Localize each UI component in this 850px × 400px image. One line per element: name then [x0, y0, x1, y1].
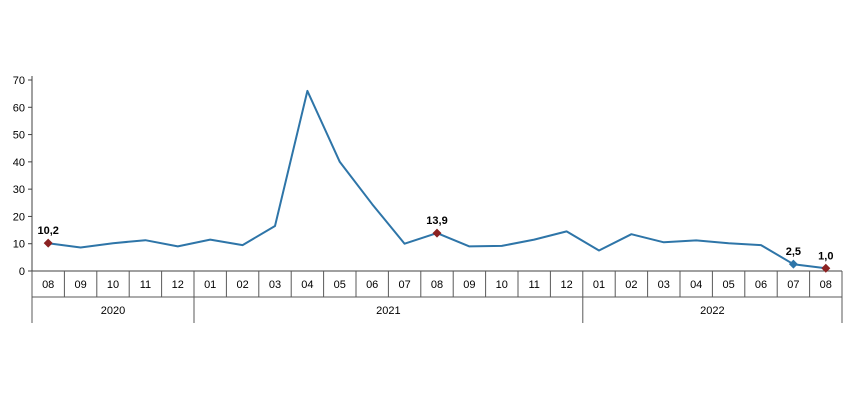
data-point-marker	[43, 238, 53, 248]
month-label: 03	[658, 279, 670, 291]
y-tick-label: 40	[13, 157, 25, 169]
data-point-label: 2,5	[786, 246, 801, 258]
month-label: 08	[820, 279, 832, 291]
month-label: 02	[236, 279, 248, 291]
month-label: 12	[560, 279, 572, 291]
month-label: 08	[42, 279, 54, 291]
month-label: 09	[463, 279, 475, 291]
month-label: 04	[301, 279, 313, 291]
y-tick-label: 10	[13, 239, 25, 251]
y-tick-label: 30	[13, 184, 25, 196]
month-label: 02	[625, 279, 637, 291]
month-label: 07	[787, 279, 799, 291]
month-label: 01	[593, 279, 605, 291]
year-label: 2020	[101, 305, 125, 317]
y-tick-label: 60	[13, 102, 25, 114]
month-label: 11	[140, 279, 151, 291]
month-label: 09	[74, 279, 86, 291]
y-tick-label: 50	[13, 130, 25, 142]
month-label: 11	[528, 279, 539, 291]
month-label: 04	[690, 279, 702, 291]
month-label: 06	[366, 279, 378, 291]
month-label: 10	[107, 279, 119, 291]
data-point-marker	[788, 259, 798, 269]
data-point-label: 10,2	[37, 225, 58, 237]
y-tick-label: 70	[13, 75, 25, 87]
month-label: 08	[431, 279, 443, 291]
month-label: 10	[496, 279, 508, 291]
month-label: 03	[269, 279, 281, 291]
month-label: 05	[722, 279, 734, 291]
month-label: 07	[398, 279, 410, 291]
y-tick-label: 20	[13, 211, 25, 223]
data-point-label: 13,9	[426, 215, 447, 227]
year-label: 2021	[376, 305, 400, 317]
month-label: 12	[172, 279, 184, 291]
month-label: 05	[334, 279, 346, 291]
data-point-marker	[432, 228, 442, 238]
y-tick-label: 0	[19, 266, 25, 278]
data-line	[47, 89, 827, 270]
data-point-marker	[821, 263, 831, 273]
month-label: 01	[204, 279, 216, 291]
data-point-label: 1,0	[818, 250, 833, 262]
year-label: 2022	[700, 305, 724, 317]
month-label: 06	[755, 279, 767, 291]
